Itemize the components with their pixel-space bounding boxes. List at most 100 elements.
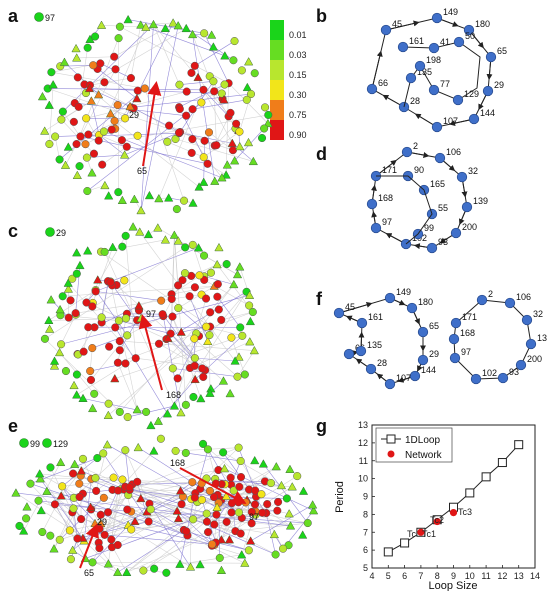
node-label: 97 [249,512,259,522]
network-node [273,506,282,515]
network-node-triangle [133,442,143,452]
loop-node [384,292,396,304]
network-node-triangle [76,466,86,475]
network-node-triangle [210,176,220,185]
network-edge [60,314,77,345]
colorbar-swatch [270,40,284,60]
network-node [227,333,236,342]
loop-diagram-d: 2106321392009310297168171901655599 [366,141,488,254]
network-node-triangle [96,20,107,29]
network-node [240,370,249,379]
loop-node-label: 55 [438,203,448,213]
network-node-triangle [59,57,70,66]
network-node-triangle [212,502,222,511]
network-node [200,29,209,38]
network-node [190,283,199,292]
network-node [79,347,88,356]
network-edge [126,496,215,573]
network-edge [130,93,252,108]
network-edge [192,99,247,110]
node-label: 168 [166,390,181,400]
network-node-triangle [72,248,82,257]
network-node [242,95,251,104]
network-node-triangle [162,409,173,418]
network-node [133,477,142,486]
network-node-triangle [172,506,182,515]
network-edge [167,141,204,158]
network-edge [238,447,256,491]
network-edge [91,100,100,136]
loop-node-label: 107 [396,373,411,383]
network-node-triangle [136,493,146,503]
network-node [90,389,99,398]
network-node [81,140,90,149]
network-node [197,98,206,107]
loop-node-label: 180 [475,19,490,29]
network-node-triangle [35,474,45,483]
network-node [171,134,180,144]
loop-node-label: 161 [368,312,383,322]
loop-node-label: 106 [446,147,461,157]
network-node [99,449,108,458]
network-node-triangle [103,559,114,568]
loop-node-label: 29 [494,80,504,90]
network-node [293,472,302,481]
network-edge [98,134,127,148]
network-node [226,473,235,482]
annotation-tc1: Tc1 [422,529,436,539]
loop-node [370,222,382,234]
network-node-triangle [46,295,56,304]
network-edge [108,490,119,564]
network-node-triangle [104,191,114,200]
network-node-triangle [199,177,209,186]
network-node-triangle [42,486,52,495]
network-edge [175,138,254,162]
network-node [107,535,116,544]
network-node [47,68,56,77]
network-edge [62,24,154,112]
loop-node-label: 161 [409,36,424,46]
network-edge [44,100,92,132]
chart-legend: 1DLoop Network [375,427,453,463]
network-node-triangle [221,170,231,179]
node-label: 99 [30,439,40,449]
network-node [72,269,81,278]
loop-node-label: 180 [418,297,433,307]
network-edge [119,284,235,413]
network-node-triangle [86,96,96,105]
network-node-triangle [244,57,254,66]
loop-arrow [385,20,420,31]
network-node [158,310,167,319]
y-tick-label: 5 [363,563,368,573]
network-edge [107,444,218,508]
network-edge [114,28,166,58]
network-edge [76,56,115,59]
loop-node [525,338,537,350]
network-node-triangle [123,14,133,24]
network-node [209,77,218,86]
node-label: 129 [53,439,68,449]
network-node [198,364,207,373]
network-node-triangle [44,100,54,109]
network-node [203,445,212,454]
network-node [146,505,155,514]
network-edge [125,235,137,359]
network-node [91,473,100,483]
colorbar-tick: 0.75 [289,110,307,120]
network-node-triangle [130,516,140,526]
network-edge [174,291,247,407]
network-node-triangle [37,91,48,101]
network-node [133,86,142,95]
network-node [46,463,55,472]
network-node-triangle [143,229,154,239]
isolated-node [42,438,52,448]
loop-node [453,36,465,48]
network-node-triangle [117,195,127,204]
network-node-triangle [248,156,258,166]
network-node [282,494,291,503]
network-node [214,305,223,314]
network-node [115,337,124,346]
network-edge [251,486,293,513]
x-tick-label: 12 [497,571,507,581]
